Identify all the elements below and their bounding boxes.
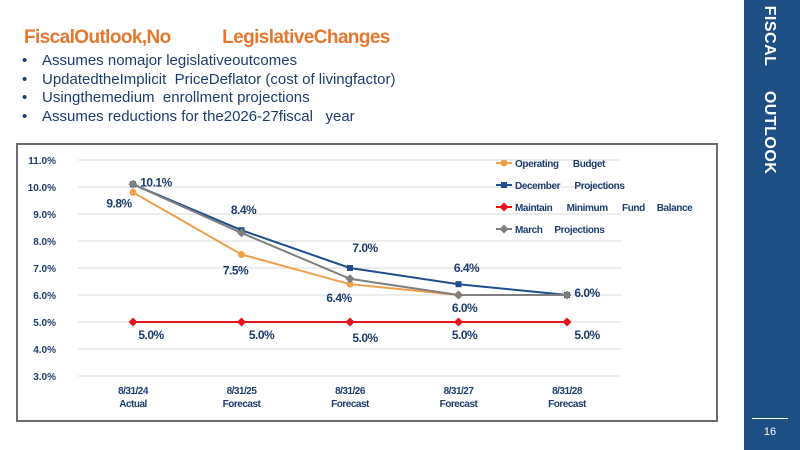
x-tick-label: 8/31/26 (335, 386, 366, 397)
data-point (345, 317, 355, 327)
line-chart: 3.0% 4.0% 5.0% 6.0% 7.0% 8.0% 9.0% 10.0% 11.0% 8/… (28, 156, 694, 410)
y-tick-label: 3.0% (33, 372, 56, 383)
legend-marker (500, 159, 508, 167)
x-tick-sublabel: Forecast (331, 399, 370, 410)
data-label: 10.1% (140, 175, 172, 189)
data-point (345, 274, 355, 284)
data-point (455, 281, 462, 288)
bullet-text: Usingthemedium enrollment projections (42, 89, 310, 106)
y-tick-label: 5.0% (33, 318, 56, 329)
data-point (347, 265, 353, 271)
y-tick-label: 10.0% (28, 183, 56, 194)
data-label: 5.0% (352, 331, 378, 345)
bullet-item: • Assumes reductions for the2026-27fiscal… (22, 108, 395, 127)
bullet-dot: • (22, 89, 28, 106)
x-tick-sublabel: Forecast (223, 399, 262, 410)
y-tick-label: 6.0% (33, 291, 56, 302)
data-label: 7.5% (223, 264, 249, 278)
y-tick-label: 9.0% (33, 210, 56, 221)
slide-title: FiscalOutlook,No LegislativeChanges (24, 27, 390, 48)
bullet-dot: • (22, 107, 28, 125)
data-point (238, 251, 245, 258)
data-label: 6.0% (574, 286, 600, 300)
side-bar (738, 0, 800, 450)
data-label: 6.0% (452, 301, 478, 315)
side-bar-stripe (738, 0, 744, 450)
data-point (562, 290, 572, 300)
data-point (129, 188, 137, 196)
data-point (128, 317, 138, 327)
bullet-item: • Usingthemedium enrollment projections (22, 89, 395, 108)
legend-label: Maintain Minimum Fund Balance (515, 203, 693, 214)
y-tick-label: 7.0% (33, 264, 56, 275)
x-tick-label: 8/31/28 (552, 386, 583, 397)
data-point (454, 290, 463, 300)
chart-frame: 3.0% 4.0% 5.0% 6.0% 7.0% 8.0% 9.0% 10.0% 11.0% 8/… (16, 143, 718, 422)
data-point (237, 317, 246, 327)
bullet-dot: • (22, 70, 28, 88)
legend-label: Operating Budget (515, 159, 606, 170)
data-point (454, 317, 463, 327)
x-tick-sublabel: Forecast (548, 399, 587, 410)
legend-label: March Projections (515, 225, 605, 236)
legend-marker (501, 182, 507, 188)
y-tick-label: 11.0% (28, 156, 56, 167)
x-tick-label: 8/31/25 (227, 386, 258, 397)
data-label: 7.0% (352, 241, 378, 255)
data-point (237, 228, 246, 238)
y-tick-label: 8.0% (33, 237, 56, 248)
data-label: 8.4% (231, 203, 257, 217)
data-point (346, 280, 354, 288)
data-label: 5.0% (574, 328, 600, 342)
bullet-text: UpdatedtheImplicit PriceDeflator (cost o… (42, 70, 396, 88)
legend-marker (499, 202, 509, 212)
data-label: 9.8% (106, 196, 132, 210)
y-tick-label: 4.0% (33, 345, 56, 356)
bullet-list: • Assumes nomajor legislativeoutcomes • Up… (22, 52, 395, 126)
bullet-dot: • (22, 52, 28, 69)
bullet-text: Assumes reductions for the2026-27fiscal … (42, 107, 355, 125)
data-label: 5.0% (138, 328, 164, 342)
bullet-item: • Assumes nomajor legislativeoutcomes (22, 52, 395, 71)
data-label: 5.0% (452, 328, 478, 342)
legend-label: December Projections (515, 181, 625, 192)
page-number: 16 (752, 418, 788, 447)
legend-marker (499, 224, 509, 234)
data-label: 5.0% (249, 328, 275, 342)
data-point (562, 317, 572, 327)
data-point (128, 179, 138, 189)
section-label: FISCAL OUTLOOK (761, 5, 778, 175)
data-label: 6.4% (326, 291, 352, 305)
data-label: 6.4% (454, 261, 480, 275)
x-tick-sublabel: Forecast (440, 399, 479, 410)
bullet-text: Assumes nomajor legislativeoutcomes (42, 52, 298, 69)
x-tick-sublabel: Actual (119, 399, 147, 410)
x-tick-label: 8/31/24 (118, 386, 149, 397)
x-tick-label: 8/31/27 (444, 386, 475, 397)
bullet-item: • UpdatedtheImplicit PriceDeflator (cost … (22, 71, 395, 90)
